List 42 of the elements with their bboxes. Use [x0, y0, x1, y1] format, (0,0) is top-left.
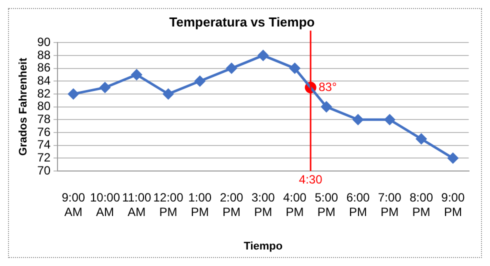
y-tick-label: 88: [37, 48, 51, 62]
y-tick-label: 72: [37, 150, 51, 164]
point: [163, 88, 174, 100]
y-tick-label: 90: [37, 34, 51, 49]
x-tick-label: 12:00 PM: [153, 190, 184, 219]
y-tick-label: 74: [37, 138, 51, 152]
annotation: 83°: [318, 80, 337, 94]
y-tick-label: 70: [37, 163, 51, 178]
x-axis-title: Tiempo: [244, 240, 283, 252]
x-tick-label: 8:00 PM: [410, 190, 434, 219]
point: [448, 152, 458, 164]
point: [352, 114, 364, 125]
x-tick-label: 9:00 AM: [62, 190, 86, 219]
x-tick-label: 5:00 PM: [314, 190, 338, 219]
y-tick-label: 84: [37, 73, 51, 88]
point: [226, 63, 237, 74]
y-tick-label: 86: [37, 60, 51, 75]
x-tick-label: 11:00 AM: [122, 190, 152, 219]
point: [194, 76, 206, 86]
x-tick-label: 4:00 PM: [283, 190, 307, 219]
point: [416, 134, 427, 144]
y-tick-label: 78: [37, 112, 51, 126]
point: [258, 50, 268, 61]
point: [100, 82, 110, 93]
x-tick-label: 9:00 PM: [441, 190, 465, 219]
y-tick-label: 80: [37, 99, 51, 114]
chart-title: Temperatura vs Tiempo: [169, 14, 315, 30]
y-tick-label: 82: [37, 86, 51, 100]
point: [290, 63, 300, 74]
point: [384, 114, 395, 125]
point: [131, 69, 142, 80]
point: [321, 102, 332, 112]
x-tick-label: 7:00 PM: [378, 190, 402, 219]
x-tick-label: 3:00 PM: [251, 190, 276, 219]
x-tick-label: 2:00 PM: [220, 190, 244, 219]
y-axis-title: Grados Fahrenheit: [18, 58, 30, 156]
x-tick-label: 10:00 AM: [90, 190, 120, 219]
annotation: 4:30: [298, 172, 323, 186]
y-tick-label: 76: [37, 124, 51, 139]
point: [68, 88, 79, 100]
x-tick-label: 6:00 PM: [346, 190, 370, 219]
x-tick-label: 1:00 PM: [188, 190, 212, 219]
